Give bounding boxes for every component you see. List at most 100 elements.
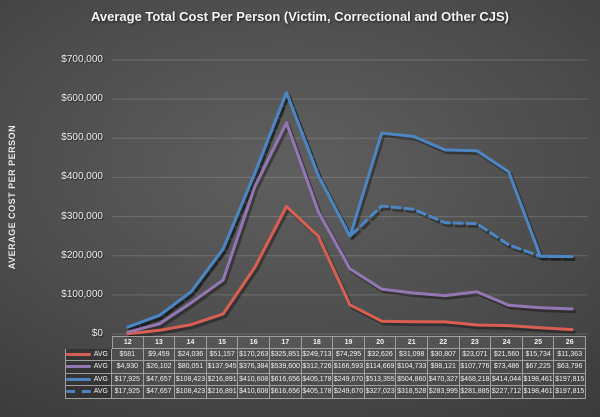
legend-key-row-4: AVG [65,386,112,399]
data-table: 12 13 14 15 16 17 18 19 20 21 22 23 24 25 26 AVG $581 $9,… [65,336,586,399]
table-cell: $11,363 [554,348,586,361]
table-cell: $410,608 [238,386,270,399]
column-header-12: 12 [112,336,144,349]
table-cell: $47,657 [143,373,176,386]
y-axis-tick-label: $100,000 [61,288,103,300]
table-cell: $414,044 [491,373,523,386]
y-axis-tick-label: $400,000 [61,171,103,183]
table-cell: $9,459 [143,348,176,361]
table-cell: $281,885 [459,386,492,399]
table-corner-spacer [65,336,112,349]
table-cell: $21,560 [491,348,523,361]
table-cell: $197,815 [554,373,586,386]
y-axis-tick-label: $500,000 [61,132,103,144]
column-header-14: 14 [175,336,207,349]
series-line-avg-blue-dashed [126,91,574,329]
series-shadow-avg-blue-dashed [128,93,576,332]
table-cell: $327,023 [364,386,397,399]
table-cell: $67,225 [522,361,555,374]
legend-key-row-2: AVG [65,361,112,374]
table-cell: $539,600 [270,361,302,374]
column-header-19: 19 [333,336,365,349]
table-cell: $31,098 [396,348,428,361]
table-cell: $166,593 [333,361,365,374]
table-cell: $318,528 [396,386,428,399]
table-cell: $98,121 [428,361,460,374]
table-cell: $405,178 [301,373,334,386]
column-header-13: 13 [143,336,176,349]
table-cell: $73,486 [491,361,523,374]
column-header-21: 21 [396,336,428,349]
column-header-26: 26 [554,336,586,349]
legend-label: AVG [93,350,108,358]
table-cell: $405,178 [301,386,334,399]
table-cell: $51,157 [206,348,239,361]
legend-line-sample-solid [66,377,91,381]
table-cell: $15,734 [522,348,555,361]
table-cell: $17,925 [112,373,144,386]
table-cell: $32,626 [364,348,397,361]
table-cell: $80,051 [175,361,207,374]
table-cell: $216,891 [206,386,239,399]
table-cell: $376,384 [238,361,270,374]
table-cell: $470,327 [428,373,460,386]
column-header-16: 16 [238,336,270,349]
table-cell: $513,355 [364,373,397,386]
table-cell: $198,461 [522,373,555,386]
column-header-18: 18 [301,336,334,349]
table-cell: $63,796 [554,361,586,374]
table-cell: $616,656 [270,386,302,399]
table-cell: $197,815 [554,386,586,399]
column-header-22: 22 [428,336,460,349]
table-cell: $581 [112,348,144,361]
table-cell: $249,713 [301,348,334,361]
legend-key-row-1: AVG [65,348,112,361]
y-axis-tick-label: $700,000 [61,54,103,65]
column-header-23: 23 [459,336,492,349]
table-cell: $198,461 [522,386,555,399]
table-cell: $137,945 [206,361,239,374]
y-axis-tick-label: $300,000 [61,210,103,222]
y-axis-tick-label: $0 [91,328,103,339]
table-cell: $170,263 [238,348,270,361]
legend-label: AVG [93,388,108,396]
legend-line-sample-solid [66,352,91,356]
table-cell: $4,930 [112,361,144,374]
table-cell: $23,071 [459,348,492,361]
column-header-20: 20 [364,336,397,349]
table-cell: $108,423 [175,386,207,399]
table-cell: $249,670 [333,373,365,386]
table-cell: $104,733 [396,361,428,374]
table-cell: $468,218 [459,373,492,386]
table-cell: $249,670 [333,386,365,399]
table-cell: $47,657 [143,386,176,399]
series-shadow-avg-blue-solid [128,93,576,332]
y-axis-tick-label: $200,000 [61,249,103,261]
series-line-avg-red-solid [126,205,574,336]
legend-label: AVG [93,375,108,383]
table-cell: $504,860 [396,373,428,386]
legend-label: AVG [93,363,108,371]
table-cell: $26,102 [143,361,176,374]
table-cell: $107,776 [459,361,492,374]
table-cell: $114,669 [364,361,397,374]
table-cell: $17,925 [112,386,144,399]
table-cell: $227,712 [491,386,523,399]
table-cell: $216,891 [206,373,239,386]
series-line-avg-purple-solid [126,121,574,334]
legend-line-sample-dashed [66,390,91,394]
table-cell: $108,423 [175,373,207,386]
table-cell: $312,726 [301,361,334,374]
column-header-17: 17 [270,336,302,349]
table-cell: $283,995 [428,386,460,399]
table-cell: $410,608 [238,373,270,386]
table-cell: $24,036 [175,348,207,361]
table-cell: $30,807 [428,348,460,361]
table-cell: $74,295 [333,348,365,361]
column-header-24: 24 [491,336,523,349]
table-cell: $616,656 [270,373,302,386]
column-header-25: 25 [522,336,555,349]
chart-title: Average Total Cost Per Person (Victim, C… [90,9,510,24]
